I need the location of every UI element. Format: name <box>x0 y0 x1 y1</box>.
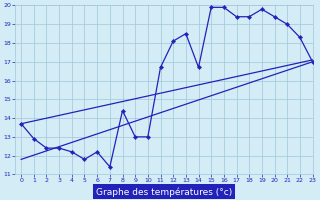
X-axis label: Graphe des températures (°c): Graphe des températures (°c) <box>96 187 232 197</box>
